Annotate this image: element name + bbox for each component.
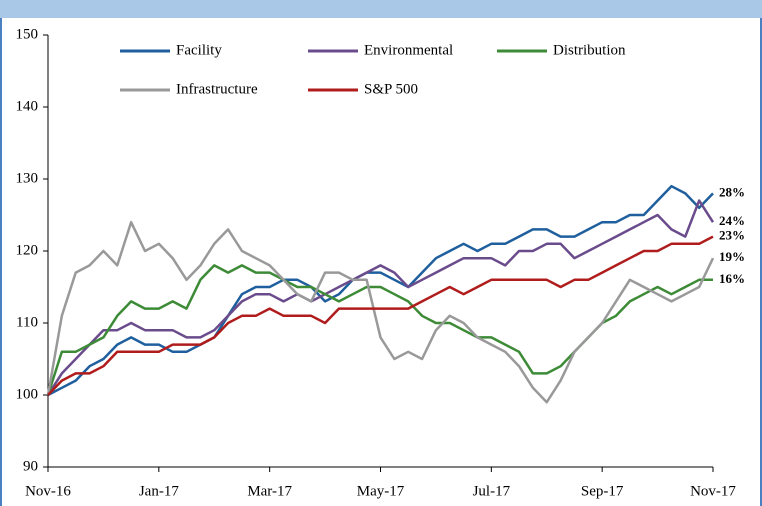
legend-label: S&P 500 (364, 81, 418, 97)
y-tick-label: 120 (16, 242, 39, 258)
x-tick-label: Sep-17 (581, 483, 624, 499)
end-label: 16% (719, 271, 745, 286)
y-tick-label: 140 (16, 98, 39, 114)
legend-label: Environmental (364, 42, 453, 58)
x-tick-label: Nov-16 (25, 483, 71, 499)
y-tick-label: 100 (16, 386, 39, 402)
end-label: 19% (719, 249, 745, 264)
series-line (46, 220, 715, 404)
end-label: 28% (719, 184, 745, 199)
y-tick-label: 110 (16, 314, 38, 330)
legend-label: Infrastructure (176, 81, 258, 97)
series-line (46, 199, 715, 396)
y-tick-label: 130 (16, 170, 39, 186)
x-tick-label: Mar-17 (247, 483, 292, 499)
x-tick-label: Jul-17 (473, 483, 511, 499)
series-line (47, 184, 714, 397)
legend-label: Facility (176, 42, 222, 58)
header-band (0, 0, 762, 18)
x-tick-label: Nov-17 (690, 483, 736, 499)
y-tick-label: 90 (23, 458, 38, 474)
x-tick-label: May-17 (357, 483, 405, 499)
end-label: 24% (719, 213, 745, 228)
series-line (47, 235, 714, 396)
y-tick-label: 150 (16, 26, 39, 42)
end-label: 23% (719, 228, 745, 243)
legend-label: Distribution (553, 42, 626, 58)
x-tick-label: Jan-17 (139, 483, 179, 499)
